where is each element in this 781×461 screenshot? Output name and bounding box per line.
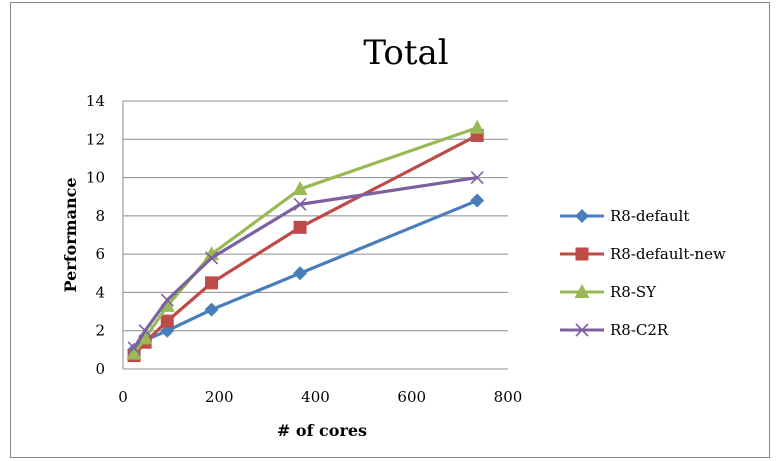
legend-marker: [575, 209, 589, 223]
x-marker-stroke: [470, 171, 484, 185]
series-R8-C2R: [127, 171, 484, 355]
y-tick-label: 14: [86, 92, 105, 110]
x-tick-label: 600: [397, 388, 426, 406]
y-tick-label: 8: [95, 207, 105, 225]
legend-item: R8-default: [560, 207, 689, 225]
data-point: [470, 193, 485, 208]
data-point: [138, 324, 152, 338]
data-point: [159, 297, 175, 312]
legend-item: R8-default-new: [560, 245, 726, 263]
legend-label: R8-SY: [610, 283, 657, 301]
series-R8-default-new: [127, 128, 484, 363]
y-tick-label: 12: [86, 130, 105, 148]
data-point: [205, 276, 219, 290]
x-tick-label: 200: [205, 388, 234, 406]
data-point: [126, 345, 142, 360]
x-marker-stroke: [204, 251, 219, 265]
data-point: [293, 197, 307, 211]
x-tick-label: 800: [494, 388, 523, 406]
data-point: [469, 119, 485, 134]
data-point: [137, 330, 153, 345]
x-marker-stroke: [138, 324, 152, 338]
data-point: [292, 181, 308, 196]
legend-item: R8-SY: [560, 283, 657, 301]
x-tick-labels: 0 200 400 600 800: [118, 388, 522, 406]
series-R8-default: [127, 193, 485, 357]
y-axis-label: Performance: [61, 177, 80, 292]
x-marker-stroke: [127, 341, 141, 355]
legend-label: R8-default-new: [610, 245, 726, 263]
x-marker-stroke: [575, 323, 589, 337]
legend-label: R8-default: [610, 207, 689, 225]
data-point: [293, 220, 307, 234]
axes: [122, 101, 508, 370]
y-tick-label: 4: [95, 283, 105, 301]
y-tick-label: 2: [95, 322, 105, 340]
x-tick-label: 400: [301, 388, 330, 406]
data-point: [160, 314, 174, 328]
legend-label: R8-C2R: [610, 321, 669, 339]
series-group: [126, 119, 485, 363]
legend-marker: [574, 284, 590, 298]
x-tick-label: 0: [118, 388, 128, 406]
y-tick-label: 10: [86, 169, 105, 187]
y-tick-label: 6: [95, 245, 105, 263]
legend: R8-default R8-default-new R8-SY R8-C2R: [560, 207, 726, 339]
data-point: [127, 341, 141, 355]
x-marker-stroke: [293, 197, 307, 211]
data-point: [470, 171, 484, 185]
chart-frame: [10, 2, 770, 458]
data-point: [160, 293, 174, 307]
legend-marker: [575, 247, 589, 261]
legend-item: R8-C2R: [560, 321, 669, 339]
data-point: [293, 266, 308, 281]
x-marker-stroke: [160, 293, 174, 307]
legend-marker: [575, 323, 589, 337]
y-tick-labels: 0 2 4 6 8 10 12 14: [86, 92, 105, 378]
chart-title: Total: [363, 33, 448, 73]
data-point: [204, 302, 219, 317]
x-axis-label: # of cores: [277, 421, 367, 440]
y-tick-label: 0: [95, 360, 105, 378]
data-point: [204, 251, 219, 265]
